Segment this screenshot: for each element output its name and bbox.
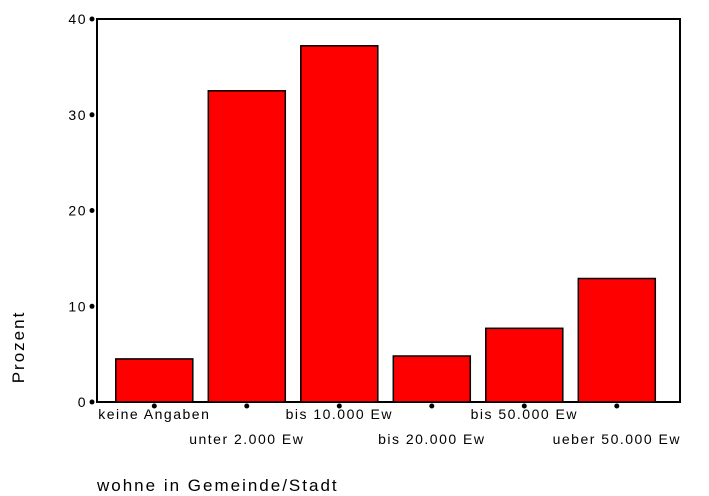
y-tick-mark — [89, 16, 95, 22]
y-tick-mark — [89, 303, 95, 309]
y-tick-label: 40 — [68, 11, 87, 27]
y-axis-title: Prozent — [9, 311, 28, 384]
y-tick-mark — [89, 112, 95, 118]
x-tick-mark — [336, 403, 342, 409]
bar-3 — [392, 355, 472, 403]
x-tick-mark — [521, 403, 527, 409]
y-tick-label: 20 — [68, 203, 87, 219]
bar-1 — [207, 90, 287, 403]
x-tick-label: keine Angaben — [98, 406, 210, 422]
x-tick-label: bis 20.000 Ew — [378, 431, 485, 447]
plot-frame — [96, 18, 681, 403]
x-tick-label: bis 10.000 Ew — [286, 406, 393, 422]
bar-0 — [115, 358, 194, 403]
bar-4 — [485, 327, 564, 403]
x-tick-label: bis 50.000 Ew — [471, 406, 578, 422]
y-tick-label: 30 — [68, 107, 87, 123]
y-axis: 0 10 20 30 40 — [68, 11, 95, 410]
x-tick-mark — [614, 403, 620, 409]
bar-5 — [577, 277, 657, 403]
y-tick-mark — [89, 399, 95, 405]
x-axis-title: wohne in Gemeinde/Stadt — [96, 476, 339, 495]
x-tick-label: ueber 50.000 Ew — [553, 431, 681, 447]
bars-group — [115, 45, 657, 403]
x-axis: keine Angaben unter 2.000 Ew bis 10.000 Ew… — [98, 403, 681, 447]
x-tick-mark — [429, 403, 435, 409]
y-tick-label: 10 — [68, 298, 87, 314]
x-tick-mark — [244, 403, 250, 409]
bar-2 — [300, 45, 379, 403]
x-tick-mark — [151, 403, 157, 409]
y-tick-mark — [89, 208, 95, 213]
x-tick-label: unter 2.000 Ew — [189, 431, 304, 447]
y-tick-label: 0 — [78, 394, 87, 410]
